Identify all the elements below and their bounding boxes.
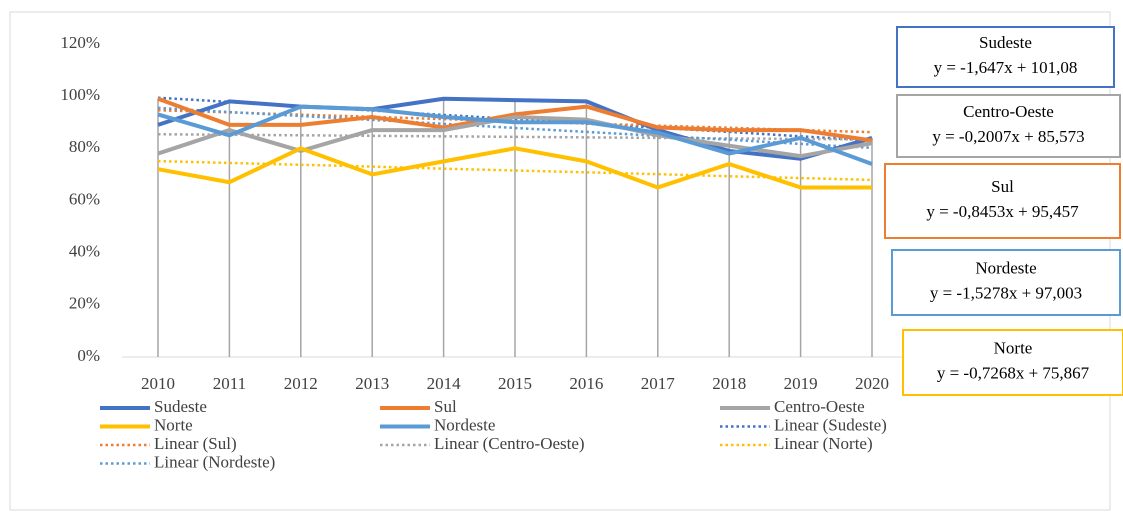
x-tick-label: 2018 xyxy=(712,374,746,393)
trend-line xyxy=(157,106,873,150)
x-tick-label: 2017 xyxy=(641,374,676,393)
annotation-title: Nordeste xyxy=(975,258,1036,277)
y-tick-label: 40% xyxy=(69,242,100,261)
legend-label: Linear (Nordeste) xyxy=(154,452,275,471)
x-tick-label: 2011 xyxy=(213,374,246,393)
legend-label: Nordeste xyxy=(434,415,495,434)
y-tick-label: 0% xyxy=(77,346,100,365)
legend-label: Norte xyxy=(154,415,193,434)
annotation: Sudeste y = -1,647x + 101,08 xyxy=(896,26,1115,88)
annotation-equation: y = -1,5278x + 97,003 xyxy=(930,283,1082,302)
legend-label: Linear (Sul) xyxy=(154,434,237,453)
x-tick-label: 2016 xyxy=(569,374,603,393)
annotation-title: Sul xyxy=(991,177,1014,196)
data-line xyxy=(157,96,873,161)
legend-label: Centro-Oeste xyxy=(774,397,865,416)
annotation-box xyxy=(902,329,1123,396)
annotation-equation: y = -0,2007x + 85,573 xyxy=(932,127,1084,146)
y-tick-label: 120% xyxy=(60,33,100,52)
legend-label: Linear (Centro-Oeste) xyxy=(434,434,585,453)
annotation: Sul y = -0,8453x + 95,457 xyxy=(884,163,1121,239)
annotation-title: Sudeste xyxy=(979,33,1032,52)
annotation-box xyxy=(896,94,1121,158)
legend-label: Sudeste xyxy=(154,397,207,416)
legend-label: Linear (Sudeste) xyxy=(774,415,887,434)
trend-line xyxy=(157,159,873,182)
legend-label: Sul xyxy=(434,397,457,416)
data-line xyxy=(157,104,873,166)
data-line xyxy=(157,146,872,190)
annotation-title: Norte xyxy=(994,338,1033,357)
x-tick-label: 2019 xyxy=(784,374,818,393)
trend-line xyxy=(157,132,873,141)
y-tick-label: 100% xyxy=(60,85,100,104)
annotation-equation: y = -1,647x + 101,08 xyxy=(934,58,1078,77)
annotation: Norte y = -0,7268x + 75,867 xyxy=(902,329,1123,396)
y-tick-label: 80% xyxy=(69,137,100,156)
data-line xyxy=(157,96,873,143)
annotation-equation: y = -0,7268x + 75,867 xyxy=(937,363,1090,382)
legend-label: Linear (Norte) xyxy=(774,434,873,453)
trend-line xyxy=(157,96,873,142)
x-tick-label: 2012 xyxy=(284,374,318,393)
annotation: Centro-Oeste y = -0,2007x + 85,573 xyxy=(896,94,1121,158)
x-tick-label: 2010 xyxy=(141,374,175,393)
y-tick-label: 60% xyxy=(69,189,100,208)
annotation-box xyxy=(896,26,1115,88)
annotation-box xyxy=(891,249,1121,316)
x-tick-label: 2020 xyxy=(855,374,889,393)
y-tick-label: 20% xyxy=(69,294,100,313)
x-tick-label: 2015 xyxy=(498,374,532,393)
x-tick-label: 2014 xyxy=(427,374,462,393)
x-tick-label: 2013 xyxy=(355,374,389,393)
annotation: Nordeste y = -1,5278x + 97,003 xyxy=(891,249,1121,316)
annotation-title: Centro-Oeste xyxy=(963,102,1054,121)
annotation-equation: y = -0,8453x + 95,457 xyxy=(926,202,1079,221)
annotation-box xyxy=(884,163,1121,239)
